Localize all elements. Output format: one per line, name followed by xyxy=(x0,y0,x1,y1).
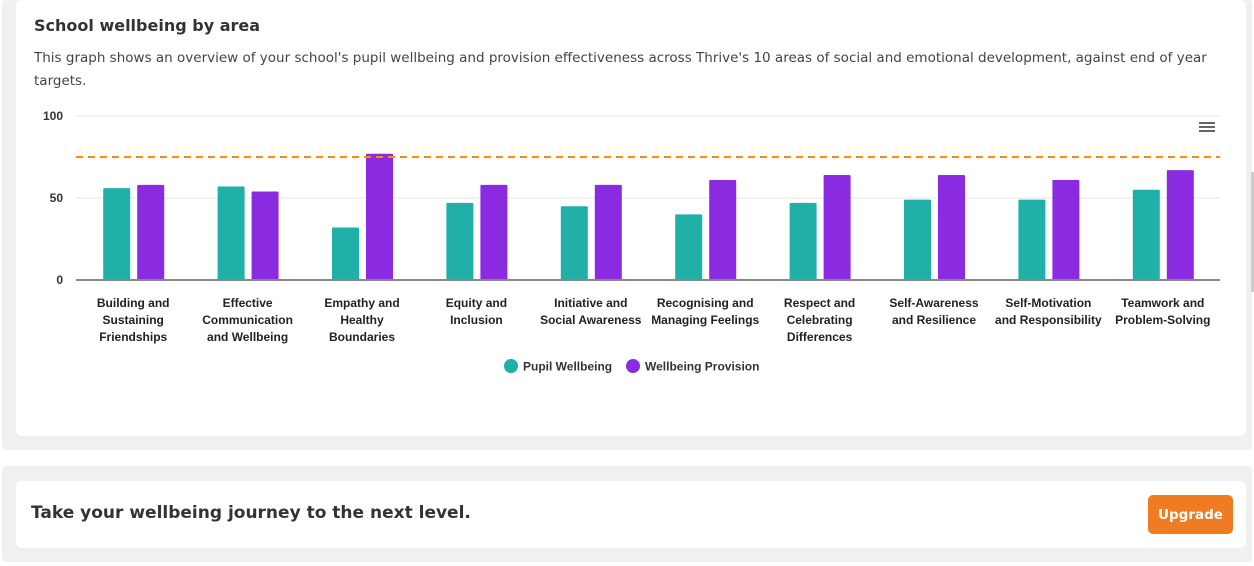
chart-menu-icon[interactable] xyxy=(1199,122,1215,134)
legend-label: Pupil Wellbeing xyxy=(523,360,612,374)
x-tick-label: Social Awareness xyxy=(540,313,642,327)
x-tick-label: Recognising and xyxy=(657,296,754,310)
x-tick-label: Celebrating xyxy=(787,313,853,327)
x-tick-label: Sustaining xyxy=(103,313,164,327)
x-tick-label: Problem-Solving xyxy=(1115,313,1210,327)
bar-pupil-wellbeing xyxy=(904,199,931,280)
x-tick-label: Building and xyxy=(97,296,170,310)
x-tick-label: Teamwork and xyxy=(1121,296,1204,310)
upgrade-button[interactable]: Upgrade xyxy=(1148,495,1233,534)
x-tick-label: and Wellbeing xyxy=(207,330,288,344)
x-tick-label: Self-Awareness xyxy=(889,296,978,310)
legend-label: Wellbeing Provision xyxy=(645,360,759,374)
bar-pupil-wellbeing xyxy=(332,227,359,280)
bar-pupil-wellbeing xyxy=(103,188,131,280)
chart-description: This graph shows an overview of your sch… xyxy=(34,50,1207,89)
bar-wellbeing-provision xyxy=(709,179,737,280)
x-tick-label: Managing Feelings xyxy=(651,313,759,327)
x-tick-label: Inclusion xyxy=(450,313,503,327)
bar-wellbeing-provision xyxy=(938,175,965,280)
x-tick-label: and Resilience xyxy=(892,313,976,327)
bar-pupil-wellbeing xyxy=(217,186,245,280)
x-tick-label: Healthy xyxy=(340,313,384,327)
bar-wellbeing-provision xyxy=(594,184,622,280)
legend-marker xyxy=(504,359,518,373)
bar-pupil-wellbeing xyxy=(789,202,817,280)
x-tick-label: Friendships xyxy=(99,330,167,344)
x-tick-label: Communication xyxy=(202,313,293,327)
y-tick-label: 0 xyxy=(56,273,63,287)
bar-pupil-wellbeing xyxy=(1018,199,1046,280)
y-tick-label: 50 xyxy=(50,191,64,205)
chart-title: School wellbeing by area xyxy=(34,16,261,35)
bar-wellbeing-provision xyxy=(137,184,165,280)
x-tick-label: and Responsibility xyxy=(995,313,1102,327)
bar-wellbeing-provision xyxy=(251,191,279,280)
y-tick-label: 100 xyxy=(43,109,63,123)
upgrade-card xyxy=(16,481,1246,548)
bar-pupil-wellbeing xyxy=(446,202,474,280)
bar-pupil-wellbeing xyxy=(1132,189,1160,280)
x-tick-label: Differences xyxy=(787,330,853,344)
x-tick-label: Respect and xyxy=(784,296,855,310)
upgrade-message: Take your wellbeing journey to the next … xyxy=(31,503,471,523)
scrollbar[interactable] xyxy=(1251,172,1254,292)
bar-pupil-wellbeing xyxy=(675,214,703,280)
bar-pupil-wellbeing xyxy=(560,206,588,280)
bar-wellbeing-provision xyxy=(366,153,393,280)
bar-wellbeing-provision xyxy=(1052,179,1080,280)
legend-marker xyxy=(626,359,640,373)
x-tick-label: Initiative and xyxy=(554,296,627,310)
x-tick-label: Equity and xyxy=(446,296,507,310)
bar-wellbeing-provision xyxy=(1166,170,1194,280)
x-tick-label: Boundaries xyxy=(329,330,395,344)
x-tick-label: Empathy and xyxy=(324,296,399,310)
bar-wellbeing-provision xyxy=(823,175,851,280)
x-tick-label: Effective xyxy=(223,296,273,310)
x-tick-label: Self-Motivation xyxy=(1005,296,1091,310)
bar-chart: 0 50 100 Building and Sustaining Friendships E… xyxy=(43,109,1220,374)
bar-wellbeing-provision xyxy=(480,184,508,280)
